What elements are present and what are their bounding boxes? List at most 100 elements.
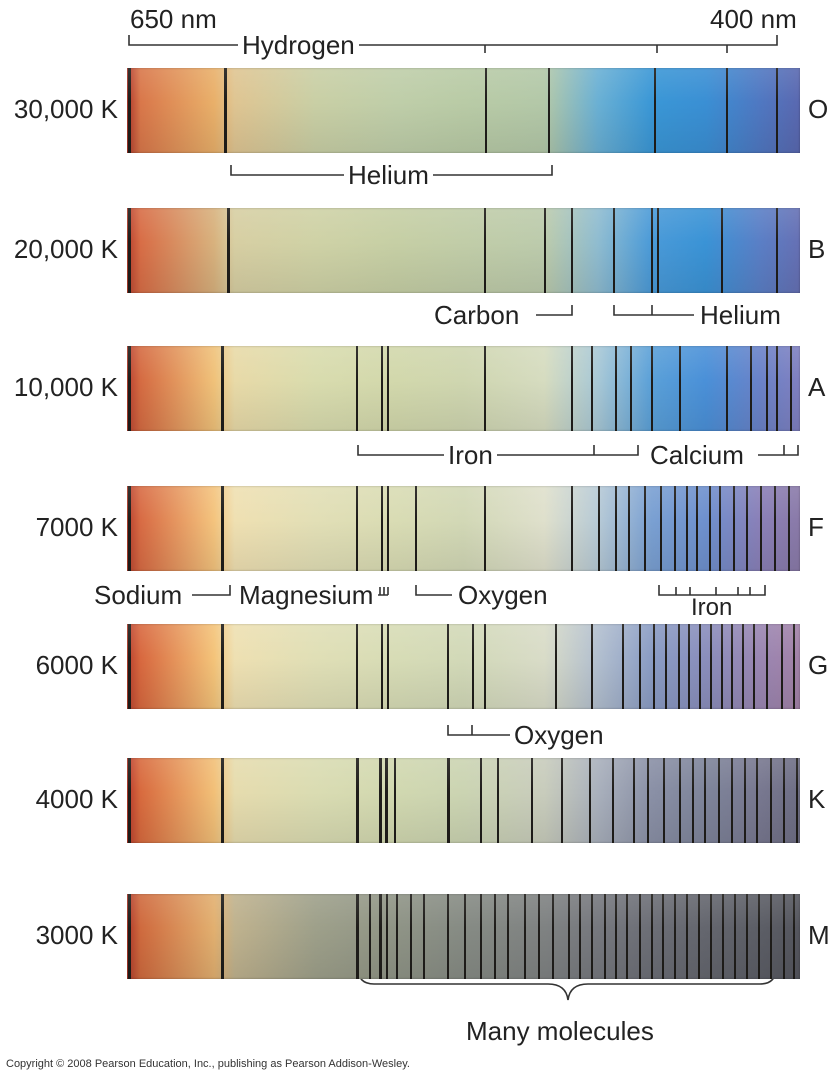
absorption-line	[480, 758, 483, 843]
a-calcium-bracket	[758, 445, 799, 456]
absorption-line	[638, 894, 641, 979]
absorption-line	[355, 346, 358, 431]
f-iron-label: Iron	[691, 594, 733, 621]
b-carbon-label: Carbon	[434, 300, 520, 330]
absorption-line	[732, 486, 735, 571]
absorption-line	[409, 894, 412, 979]
f-sodium-label: Sodium	[94, 580, 183, 610]
absorption-line	[743, 758, 746, 843]
f-sodium-bracket	[192, 585, 231, 596]
absorption-line	[226, 208, 230, 293]
absorption-line	[692, 758, 695, 843]
spectrum-G	[127, 624, 800, 709]
spectrum-shading	[127, 486, 800, 571]
absorption-line	[660, 486, 662, 571]
absorption-line	[463, 894, 466, 979]
absorption-line	[221, 758, 225, 843]
absorption-line	[793, 894, 796, 979]
absorption-line	[656, 208, 659, 293]
absorption-line	[221, 624, 225, 709]
absorption-line	[677, 624, 680, 709]
spectral-class-label: O	[808, 94, 829, 124]
absorption-line	[591, 894, 594, 979]
absorption-line	[628, 486, 631, 571]
absorption-line	[789, 346, 792, 431]
temperature-label: 6000 K	[35, 650, 118, 680]
absorption-line	[731, 624, 734, 709]
spectral-class-label: G	[808, 650, 829, 680]
absorption-line	[697, 894, 700, 979]
f-magnesium-label: Magnesium	[239, 580, 374, 610]
absorption-line	[591, 346, 594, 431]
absorption-line	[381, 624, 384, 709]
absorption-line	[742, 624, 745, 709]
absorption-line	[415, 486, 417, 571]
absorption-line	[774, 486, 777, 571]
absorption-line	[379, 758, 383, 843]
hydrogen-label: Hydrogen	[238, 30, 359, 61]
absorption-line	[746, 894, 749, 979]
absorption-line	[381, 346, 384, 431]
temperature-label: 20,000 K	[13, 234, 118, 264]
absorption-line	[483, 346, 486, 431]
absorption-line	[571, 486, 574, 571]
absorption-line	[355, 486, 358, 571]
temperature-label: 10,000 K	[13, 372, 118, 402]
f-magnesium-bracket	[378, 587, 389, 596]
absorption-line	[612, 208, 615, 293]
absorption-line	[633, 758, 636, 843]
absorption-line	[591, 624, 594, 709]
spectrum-shading	[127, 346, 800, 431]
absorption-line	[493, 894, 496, 979]
absorption-line	[752, 624, 755, 709]
absorption-line	[731, 758, 734, 843]
absorption-line	[726, 346, 728, 431]
absorption-line	[221, 486, 225, 571]
absorption-line	[480, 894, 483, 979]
absorption-line	[782, 894, 785, 979]
absorption-line	[507, 894, 510, 979]
absorption-line	[653, 624, 656, 709]
absorption-line	[758, 894, 761, 979]
absorption-line	[447, 894, 450, 979]
absorption-line	[571, 346, 574, 431]
absorption-line	[759, 486, 762, 571]
hydrogen-bracket	[128, 35, 778, 46]
spectral-class-label: A	[808, 372, 826, 402]
absorption-line	[781, 624, 784, 709]
absorption-line	[646, 758, 649, 843]
b-helium-label: Helium	[700, 300, 781, 330]
absorption-line	[704, 758, 707, 843]
absorption-line	[719, 486, 722, 571]
absorption-line	[650, 894, 653, 979]
spectrum-shading	[127, 758, 800, 843]
absorption-line	[746, 486, 749, 571]
absorption-line	[614, 894, 617, 979]
absorption-line	[726, 68, 728, 153]
absorption-line	[355, 758, 359, 843]
absorption-line	[381, 486, 384, 571]
absorption-line	[662, 758, 665, 843]
absorption-line	[696, 486, 699, 571]
absorption-line	[221, 894, 225, 979]
absorption-line	[128, 208, 132, 293]
absorption-line	[128, 758, 132, 843]
absorption-line	[709, 894, 712, 979]
absorption-line	[423, 894, 426, 979]
absorption-line	[547, 68, 550, 153]
absorption-line	[483, 624, 486, 709]
absorption-line	[755, 758, 758, 843]
absorption-line	[673, 894, 676, 979]
absorption-line	[369, 894, 372, 979]
absorption-line	[588, 758, 591, 843]
absorption-line	[537, 894, 540, 979]
absorption-line	[447, 624, 450, 709]
spectral-class-label: B	[808, 234, 826, 264]
absorption-line	[708, 486, 711, 571]
spectrum-K	[127, 758, 800, 843]
f-iron-bracket	[658, 585, 766, 596]
spectrum-F	[127, 486, 800, 571]
absorption-line	[614, 346, 617, 431]
absorption-line	[379, 894, 383, 979]
g-oxygen-bracket	[447, 725, 510, 736]
